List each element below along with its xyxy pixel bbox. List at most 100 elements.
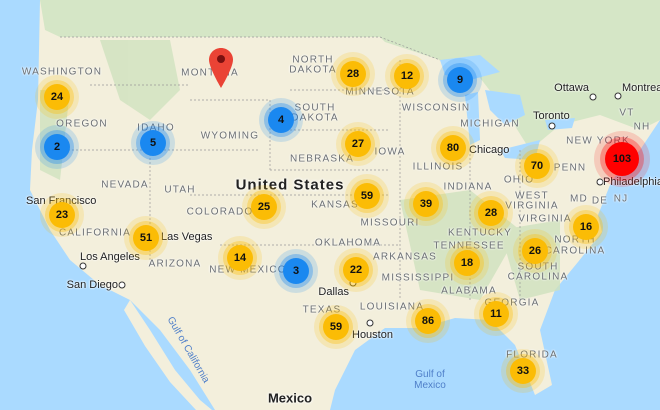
city-label: San Diego — [66, 279, 118, 291]
marker-cluster[interactable]: 22 — [343, 257, 369, 283]
state-label: NORTH — [292, 54, 334, 66]
water-label: Gulf of Mexico — [414, 369, 446, 391]
state-label: MISSISSIPPI — [381, 272, 455, 284]
state-label: WYOMING — [200, 130, 260, 142]
city-label: Toronto — [533, 110, 570, 122]
state-label: ARKANSAS — [372, 251, 438, 263]
state-label: NEVADA — [101, 179, 149, 191]
state-label: COLORADO — [186, 206, 254, 218]
marker-cluster[interactable]: 86 — [415, 308, 441, 334]
marker-cluster[interactable]: 3 — [283, 258, 309, 284]
state-label: ARIZONA — [148, 258, 202, 270]
state-label: UTAH — [164, 184, 196, 196]
state-label: NORTH — [554, 234, 596, 246]
state-label: ALABAMA — [441, 285, 497, 297]
state-label: VT — [619, 107, 635, 119]
marker-cluster[interactable]: 5 — [140, 130, 166, 156]
city-label: Montreal — [622, 82, 660, 94]
state-label: LOUISIANA — [359, 301, 425, 313]
marker-cluster[interactable]: 80 — [440, 135, 466, 161]
marker-cluster[interactable]: 28 — [340, 61, 366, 87]
marker-cluster[interactable]: 59 — [354, 183, 380, 209]
state-label: DAKOTA — [291, 112, 339, 124]
marker-cluster[interactable]: 33 — [510, 358, 536, 384]
state-label: VIRGINIA — [518, 213, 572, 225]
marker-cluster[interactable]: 4 — [268, 107, 294, 133]
marker-cluster[interactable]: 25 — [251, 194, 277, 220]
marker-cluster[interactable]: 51 — [133, 225, 159, 251]
state-label: WASHINGTON — [21, 66, 103, 78]
state-label: MD — [570, 193, 588, 205]
marker-cluster[interactable]: 2 — [44, 134, 70, 160]
state-label: DE — [591, 195, 609, 207]
state-label: NJ — [613, 193, 629, 205]
marker-cluster[interactable]: 103 — [605, 142, 639, 176]
state-label: NEW YORK — [566, 135, 630, 147]
state-label: MICHIGAN — [460, 118, 520, 130]
map-pin-icon[interactable] — [209, 48, 233, 88]
state-label: IOWA — [374, 146, 406, 158]
city-label: Dallas — [318, 286, 349, 298]
marker-cluster[interactable]: 59 — [323, 314, 349, 340]
state-label: KANSAS — [311, 199, 359, 211]
state-label: VIRGINIA — [505, 200, 559, 212]
state-label: WEST — [515, 190, 549, 202]
state-label: WISCONSIN — [401, 102, 471, 114]
city-dot — [79, 262, 87, 270]
marker-cluster[interactable]: 16 — [573, 214, 599, 240]
state-label: NH — [633, 121, 651, 133]
marker-cluster[interactable]: 24 — [44, 84, 70, 110]
city-dot — [589, 93, 597, 101]
city-label: Houston — [352, 329, 393, 341]
canada — [40, 0, 660, 150]
state-label: NEW MEXICO — [209, 264, 287, 276]
marker-cluster[interactable]: 23 — [49, 202, 75, 228]
marker-cluster[interactable]: 18 — [454, 250, 480, 276]
city-dot — [548, 122, 556, 130]
state-label: MISSOURI — [360, 217, 420, 229]
city-label: Philadelphia — [603, 176, 660, 188]
city-label: Los Angeles — [80, 251, 140, 263]
state-label: SOUTH — [517, 261, 559, 273]
city-label: Las Vegas — [161, 231, 213, 243]
city-dot — [596, 178, 604, 186]
marker-cluster[interactable]: 11 — [483, 301, 509, 327]
state-label: OREGON — [56, 118, 108, 130]
marker-cluster[interactable]: 39 — [413, 191, 439, 217]
state-label: ILLINOIS — [412, 161, 464, 173]
state-label: PENN — [553, 162, 587, 174]
state-label: DAKOTA — [289, 64, 337, 76]
state-label: INDIANA — [443, 181, 493, 193]
state-label: CALIFORNIA — [58, 227, 132, 239]
city-dot — [366, 319, 374, 327]
state-label: NEBRASKA — [289, 153, 355, 165]
marker-cluster[interactable]: 28 — [478, 200, 504, 226]
marker-cluster[interactable]: 27 — [345, 131, 371, 157]
city-label: Chicago — [469, 144, 510, 156]
state-label: IDAHO — [137, 122, 175, 134]
country-label: United States — [235, 176, 345, 194]
city-dot — [118, 281, 126, 289]
marker-cluster[interactable]: 70 — [524, 153, 550, 179]
state-label: SOUTH — [294, 102, 336, 114]
state-label: CAROLINA — [507, 271, 569, 283]
state-label: CAROLINA — [544, 245, 606, 257]
marker-cluster[interactable]: 26 — [522, 238, 548, 264]
marker-cluster[interactable]: 14 — [227, 245, 253, 271]
city-label: Ottawa — [554, 82, 589, 94]
state-label: GEORGIA — [484, 297, 540, 309]
state-label: TEXAS — [302, 304, 342, 316]
state-label: FLORIDA — [506, 349, 558, 361]
marker-cluster[interactable]: 12 — [394, 63, 420, 89]
state-label: MONTANA — [181, 67, 239, 79]
state-label: KENTUCKY — [447, 227, 513, 239]
state-label: OKLAHOMA — [314, 237, 382, 249]
state-label: MINNESOTA — [345, 86, 415, 98]
state-label: OHIO — [503, 174, 535, 186]
city-dot — [614, 92, 622, 100]
country-label-mexico: Mexico — [267, 390, 313, 406]
marker-cluster[interactable]: 9 — [447, 67, 473, 93]
state-label: TENNESSEE — [433, 240, 505, 252]
city-label: San Francisco — [26, 195, 97, 207]
